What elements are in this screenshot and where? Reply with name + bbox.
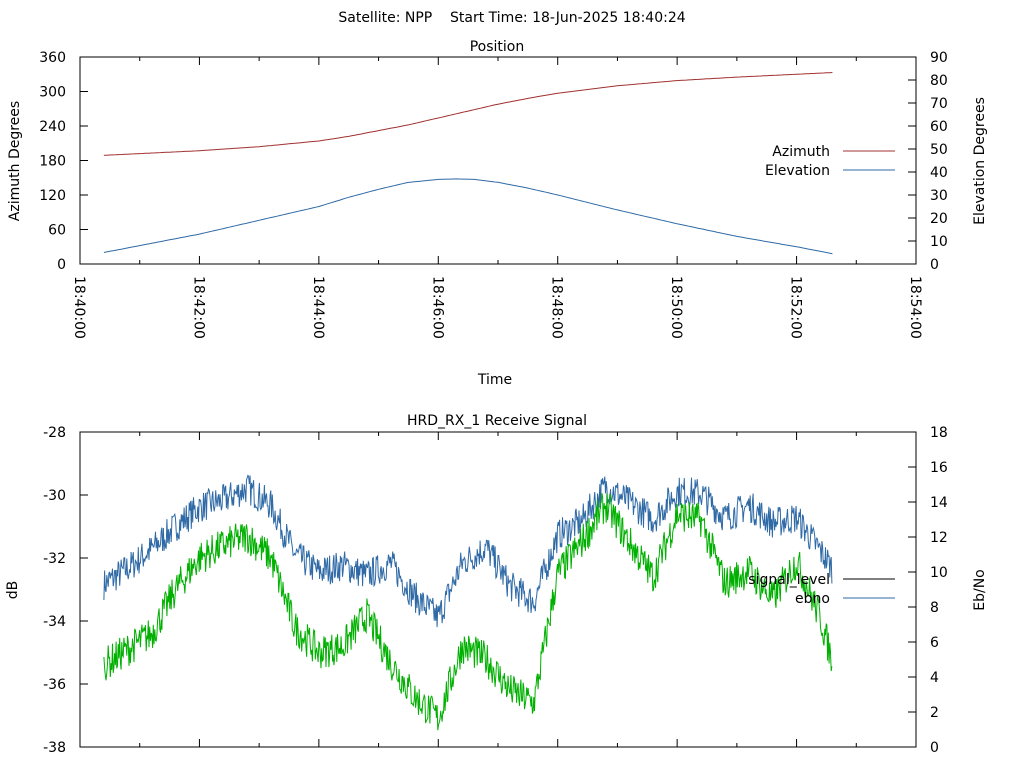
x-tick-label: 18:52:00 (788, 276, 804, 339)
y2-tick-label: 30 (930, 188, 948, 204)
position-legend: Azimuth Elevation (765, 144, 895, 179)
y2-tick-label: 12 (930, 530, 948, 546)
y-tick-label: -30 (43, 488, 66, 504)
y2-tick-label: 20 (930, 211, 948, 227)
signal-y2-ticks: 0 2 4 6 8 10 12 14 16 18 (908, 425, 948, 756)
y-tick-label: 240 (39, 119, 66, 135)
position-series (103, 72, 833, 255)
x-tick-label: 18:44:00 (310, 276, 326, 339)
position-title: Position (470, 39, 525, 55)
y2-tick-label: 4 (930, 670, 939, 686)
signal-title: HRD_RX_1 Receive Signal (407, 413, 587, 429)
legend-label: Azimuth (772, 144, 830, 160)
y2-tick-label: 0 (930, 740, 939, 756)
y-tick-label: -38 (43, 740, 66, 756)
y-tick-label: 360 (39, 50, 66, 66)
y2-tick-label: 0 (930, 257, 939, 273)
y-tick-label: 0 (57, 257, 66, 273)
ebno-series-line (103, 474, 833, 628)
y-tick-label: -34 (43, 614, 66, 630)
y-tick-label: -32 (43, 551, 66, 567)
Elevation-series-line (103, 178, 833, 255)
y-tick-label: 300 (39, 85, 66, 101)
x-tick-label: 18:50:00 (668, 276, 684, 339)
x-tick-label: 18:46:00 (429, 276, 445, 339)
y2-tick-label: 40 (930, 165, 948, 181)
position-x-ticks: 18:40:00 18:42:00 18:44:00 18:46:00 18:48:00… (71, 57, 923, 339)
signal-y-label: dB (5, 581, 21, 600)
y2-tick-label: 80 (930, 73, 948, 89)
y2-tick-label: 10 (930, 565, 948, 581)
signal-y2-label: Eb/No (972, 569, 988, 611)
y-tick-label: 60 (48, 223, 66, 239)
y2-tick-label: 16 (930, 460, 948, 476)
position-y-label: Azimuth Degrees (7, 101, 23, 221)
y2-tick-label: 90 (930, 50, 948, 66)
legend-label: Elevation (765, 163, 830, 179)
y-tick-label: -28 (43, 425, 66, 441)
x-tick-label: 18:40:00 (71, 276, 87, 339)
y2-tick-label: 60 (930, 119, 948, 135)
position-y2-label: Elevation Degrees (972, 97, 988, 225)
unnamed-series-line (103, 493, 833, 731)
signal-y-ticks: -38 -36 -34 -32 -30 -28 (43, 425, 88, 756)
signal-x-ticks (79, 432, 917, 747)
x-tick-label: 18:54:00 (907, 276, 923, 339)
y2-tick-label: 10 (930, 234, 948, 250)
y2-tick-label: 50 (930, 142, 948, 158)
main-title: Satellite: NPP Start Time: 18-Jun-2025 1… (338, 10, 685, 26)
y2-tick-label: 2 (930, 705, 939, 721)
position-y-ticks: 0 60 120 180 240 300 360 (39, 50, 88, 273)
y2-tick-label: 18 (930, 425, 948, 441)
signal-series (103, 474, 833, 731)
y-tick-label: 180 (39, 154, 66, 170)
y-tick-label: 120 (39, 188, 66, 204)
position-y2-ticks: 0 10 20 30 40 50 60 70 80 90 (908, 50, 948, 273)
Azimuth-series-line (103, 72, 833, 156)
y2-tick-label: 14 (930, 495, 948, 511)
y2-tick-label: 8 (930, 600, 939, 616)
position-x-label: Time (477, 372, 512, 388)
legend-label: signal_level (748, 572, 830, 588)
legend-label: ebno (795, 591, 830, 607)
signal-plot-frame (79, 431, 917, 748)
x-tick-label: 18:42:00 (190, 276, 206, 339)
y2-tick-label: 70 (930, 96, 948, 112)
y-tick-label: -36 (43, 677, 66, 693)
y2-tick-label: 6 (930, 635, 939, 651)
x-tick-label: 18:48:00 (549, 276, 565, 339)
